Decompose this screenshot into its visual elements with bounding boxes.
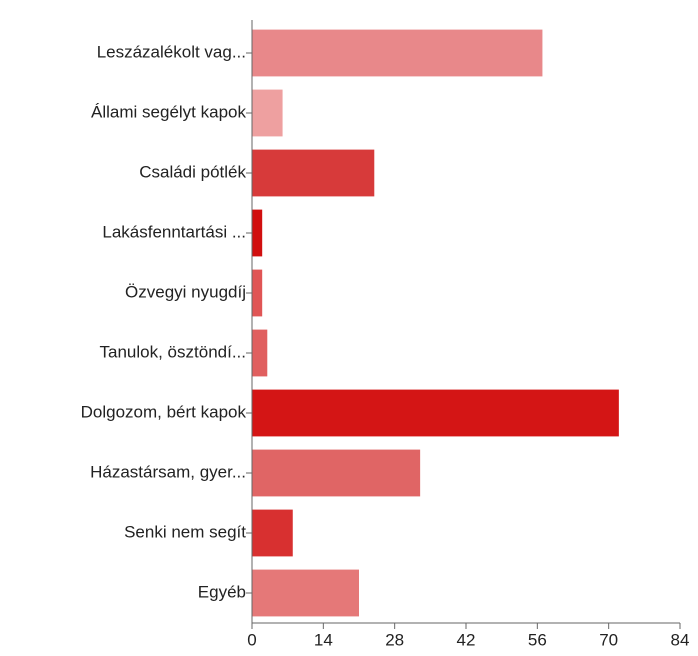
y-tick-label: Özvegyi nyugdíj bbox=[125, 282, 246, 301]
bar bbox=[252, 449, 421, 497]
bar bbox=[252, 209, 263, 257]
bar bbox=[252, 329, 268, 377]
y-tick-label: Dolgozom, bért kapok bbox=[81, 402, 247, 421]
bar bbox=[252, 149, 375, 197]
x-tick-label: 70 bbox=[599, 630, 618, 649]
bar bbox=[252, 269, 263, 317]
y-tick-label: Tanulok, ösztöndí... bbox=[100, 342, 246, 361]
x-tick-label: 56 bbox=[528, 630, 547, 649]
bar bbox=[252, 569, 359, 617]
y-tick-label: Családi pótlék bbox=[139, 162, 246, 181]
x-tick-label: 14 bbox=[314, 630, 333, 649]
x-tick-label: 28 bbox=[385, 630, 404, 649]
x-tick-label: 0 bbox=[247, 630, 256, 649]
y-tick-label: Állami segélyt kapok bbox=[91, 102, 246, 121]
bar bbox=[252, 89, 283, 137]
y-tick-label: Házastársam, gyer... bbox=[90, 462, 246, 481]
bar bbox=[252, 29, 543, 77]
y-tick-label: Lakásfenntartási ... bbox=[102, 222, 246, 241]
x-tick-label: 84 bbox=[671, 630, 690, 649]
y-tick-label: Leszázalékolt vag... bbox=[97, 42, 246, 61]
x-tick-label: 42 bbox=[457, 630, 476, 649]
y-tick-label: Egyéb bbox=[198, 582, 246, 601]
y-tick-label: Senki nem segít bbox=[124, 522, 246, 541]
bar bbox=[252, 509, 293, 557]
bar bbox=[252, 389, 619, 437]
